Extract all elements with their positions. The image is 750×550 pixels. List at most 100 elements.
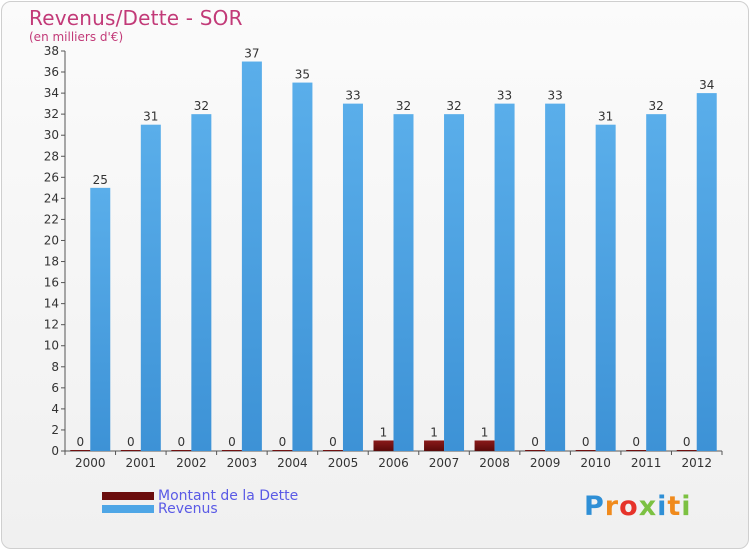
legend-swatch-dette <box>102 492 154 500</box>
y-tick-label: 12 <box>44 318 59 332</box>
legend-swatch-revenus <box>102 505 154 513</box>
bar-dette-2004 <box>272 450 293 451</box>
label-dette-2003: 0 <box>228 435 236 449</box>
label-revenus-2007: 32 <box>446 99 461 113</box>
x-tick-label: 2008 <box>479 456 510 470</box>
label-dette-2009: 0 <box>531 435 539 449</box>
chart-subtitle: (en milliers d'€) <box>29 30 124 44</box>
label-dette-2001: 0 <box>127 435 135 449</box>
label-revenus-2008: 33 <box>497 89 512 103</box>
y-tick-label: 36 <box>44 65 59 79</box>
y-tick-label: 38 <box>44 44 59 58</box>
legend-item-revenus: Revenus <box>102 501 362 518</box>
label-revenus-2009: 33 <box>547 89 562 103</box>
y-tick-label: 10 <box>44 339 59 353</box>
label-revenus-2003: 37 <box>244 47 259 61</box>
legend-item-dette: Montant de la Dette <box>102 488 362 505</box>
x-tick-label: 2010 <box>580 456 611 470</box>
x-tick-label: 2006 <box>378 456 409 470</box>
y-tick-label: 32 <box>44 107 59 121</box>
y-tick-label: 30 <box>44 128 59 142</box>
y-tick-label: 6 <box>51 381 59 395</box>
bar-revenus-2006 <box>393 114 414 451</box>
y-tick-label: 18 <box>44 255 59 269</box>
bar-dette-2001 <box>120 450 141 451</box>
x-axis: 2000 2001 2002 2003 2004 2005 2006 2007 2008 2009… <box>64 450 723 470</box>
bar-revenus-2000 <box>90 187 111 451</box>
y-tick-label: 16 <box>44 276 59 290</box>
bar-dette-2011 <box>626 450 647 451</box>
label-revenus-2011: 32 <box>649 99 664 113</box>
label-dette-2010: 0 <box>582 435 590 449</box>
label-revenus-2012: 34 <box>699 78 714 92</box>
y-tick-label: 14 <box>44 297 59 311</box>
label-dette-2000: 0 <box>76 435 84 449</box>
y-tick-label: 4 <box>51 402 59 416</box>
y-tick-label: 0 <box>51 444 59 458</box>
label-revenus-2006: 32 <box>396 99 411 113</box>
bar-revenus-2008 <box>494 103 515 451</box>
bar-dette-2006 <box>373 440 394 451</box>
bars <box>70 61 717 452</box>
data-labels: 0 25 0 31 0 32 0 37 0 35 0 33 1 32 1 32 1 33 0 33 0 31 0 32 0 34 <box>76 47 714 449</box>
bar-revenus-2010 <box>595 124 616 452</box>
label-dette-2002: 0 <box>178 435 186 449</box>
proxiti-logo: Proxiti <box>584 491 692 522</box>
label-revenus-2004: 35 <box>295 68 310 82</box>
bar-dette-2000 <box>70 450 91 451</box>
label-dette-2012: 0 <box>683 435 691 449</box>
label-revenus-2010: 31 <box>598 110 613 124</box>
label-revenus-2001: 31 <box>143 110 158 124</box>
x-tick-label: 2007 <box>429 456 460 470</box>
bar-dette-2003 <box>221 450 242 451</box>
label-dette-2006: 1 <box>380 425 388 439</box>
label-dette-2007: 1 <box>430 425 438 439</box>
x-tick-label: 2004 <box>277 456 308 470</box>
y-tick-label: 8 <box>51 360 59 374</box>
x-tick-label: 2001 <box>126 456 157 470</box>
bar-dette-2007 <box>424 440 445 451</box>
x-tick-label: 2003 <box>227 456 258 470</box>
legend-label-revenus: Revenus <box>158 501 218 517</box>
bar-dette-2010 <box>575 450 596 451</box>
x-tick-label: 2000 <box>75 456 106 470</box>
y-tick-label: 2 <box>51 423 59 437</box>
x-tick-label: 2012 <box>681 456 712 470</box>
x-tick-label: 2009 <box>530 456 561 470</box>
bar-dette-2012 <box>676 450 697 451</box>
label-dette-2008: 1 <box>481 425 489 439</box>
bar-dette-2009 <box>525 450 546 451</box>
y-tick-label: 28 <box>44 149 59 163</box>
label-dette-2004: 0 <box>279 435 287 449</box>
bar-revenus-2002 <box>191 114 212 451</box>
legend-label-dette: Montant de la Dette <box>158 488 299 504</box>
bar-revenus-2003 <box>241 61 262 452</box>
label-dette-2005: 0 <box>329 435 337 449</box>
label-revenus-2002: 32 <box>194 99 209 113</box>
y-tick-label: 22 <box>44 212 59 226</box>
bar-revenus-2001 <box>140 124 161 452</box>
bar-dette-2008 <box>474 440 495 451</box>
chart-title: Revenus/Dette - SOR <box>29 6 243 30</box>
x-tick-label: 2005 <box>328 456 359 470</box>
y-tick-label: 34 <box>44 86 59 100</box>
y-tick-label: 20 <box>44 233 59 247</box>
label-revenus-2005: 33 <box>345 89 360 103</box>
bar-revenus-2007 <box>444 114 465 451</box>
x-tick-label: 2011 <box>631 456 662 470</box>
bar-revenus-2009 <box>545 103 566 451</box>
x-tick-label: 2002 <box>176 456 207 470</box>
y-tick-label: 24 <box>44 191 59 205</box>
bar-revenus-2005 <box>342 103 363 451</box>
bar-dette-2002 <box>171 450 192 451</box>
y-tick-label: 26 <box>44 170 59 184</box>
label-dette-2011: 0 <box>632 435 640 449</box>
bar-revenus-2011 <box>646 114 667 451</box>
bar-dette-2005 <box>322 450 343 451</box>
bar-revenus-2012 <box>696 93 717 452</box>
bar-revenus-2004 <box>292 82 313 451</box>
label-revenus-2000: 25 <box>93 173 108 187</box>
